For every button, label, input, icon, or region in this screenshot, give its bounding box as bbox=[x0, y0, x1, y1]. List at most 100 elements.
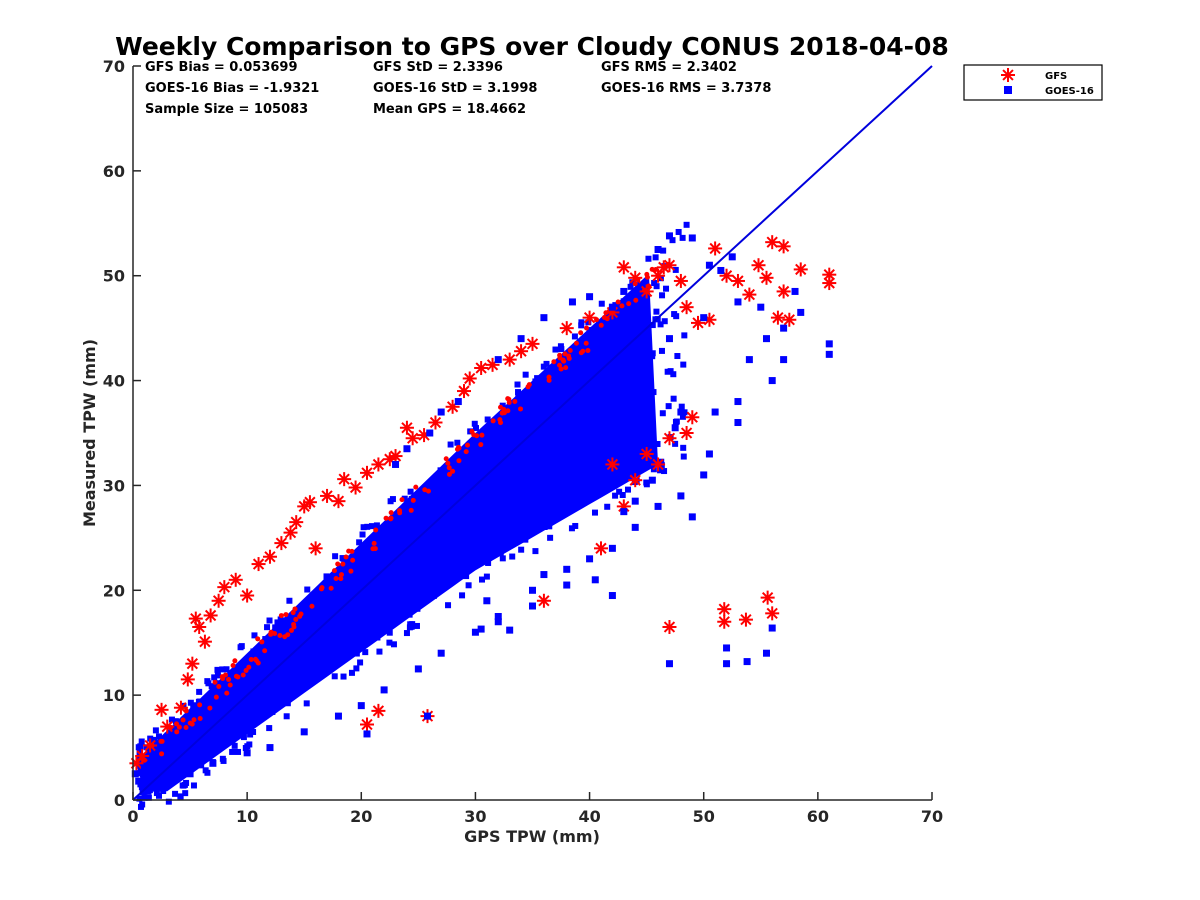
cloud-point bbox=[340, 673, 347, 680]
cloud-point bbox=[532, 548, 539, 555]
cloud-point bbox=[381, 567, 388, 574]
cloud-point bbox=[482, 435, 489, 442]
cloud-point bbox=[463, 573, 470, 580]
cloud-point bbox=[413, 622, 420, 629]
cloud-edge-point bbox=[584, 325, 590, 331]
cloud-point bbox=[330, 576, 337, 583]
cloud-point bbox=[519, 484, 526, 491]
cloud-point bbox=[417, 580, 424, 587]
goes-point bbox=[186, 770, 194, 778]
cloud-point bbox=[220, 710, 227, 717]
goes-point bbox=[705, 450, 713, 458]
cloud-point bbox=[141, 794, 148, 801]
cloud-point bbox=[514, 506, 521, 513]
cloud-point bbox=[498, 466, 505, 473]
asterisk-stroke bbox=[144, 739, 156, 752]
cloud-point bbox=[604, 474, 611, 481]
y-tick-label: 10 bbox=[103, 686, 125, 705]
asterisk-stroke bbox=[629, 474, 641, 486]
cloud-edge-point bbox=[277, 632, 283, 638]
asterisk-stroke bbox=[761, 591, 774, 604]
cloud-edge-point bbox=[197, 702, 203, 708]
gfs-point bbox=[160, 719, 175, 734]
cloud-point bbox=[637, 307, 644, 314]
cloud-point bbox=[627, 283, 634, 290]
cloud-point bbox=[269, 699, 276, 706]
cloud-edge-point bbox=[292, 606, 298, 612]
cloud-point bbox=[201, 754, 208, 761]
asterisk-stroke bbox=[686, 411, 698, 423]
cloud-point bbox=[295, 680, 302, 687]
cloud-point bbox=[510, 539, 517, 546]
cloud-point bbox=[168, 716, 175, 723]
goes-point bbox=[608, 544, 616, 552]
cloud-point bbox=[208, 683, 215, 690]
stat-sample-size: Sample Size = 105083 bbox=[145, 102, 308, 117]
cloud-point bbox=[152, 763, 159, 770]
cloud-edge-point bbox=[463, 449, 469, 455]
cloud-point bbox=[419, 561, 426, 568]
asterisk-stroke bbox=[752, 259, 765, 271]
stat-mean-gps: Mean GPS = 18.4662 bbox=[373, 102, 526, 117]
cloud-point bbox=[519, 423, 526, 430]
goes-point bbox=[671, 424, 679, 432]
goes-point bbox=[780, 324, 788, 332]
cloud-point bbox=[499, 459, 506, 466]
cloud-point bbox=[670, 395, 677, 402]
cloud-point bbox=[596, 370, 603, 377]
cloud-point bbox=[251, 632, 258, 639]
gfs-point bbox=[662, 258, 677, 273]
cloud-point bbox=[681, 332, 688, 339]
cloud-edge-point bbox=[506, 396, 512, 402]
cloud-point bbox=[547, 534, 554, 541]
cloud-point bbox=[461, 542, 468, 549]
gfs-point bbox=[673, 273, 688, 288]
cloud-point bbox=[160, 788, 167, 795]
cloud-point bbox=[157, 746, 164, 753]
cloud-point bbox=[511, 481, 518, 488]
cloud-point bbox=[172, 718, 179, 725]
cloud-point bbox=[498, 422, 505, 429]
cloud-edge-point bbox=[319, 585, 325, 591]
cloud-point bbox=[515, 389, 522, 396]
legend-goes-label: GOES-16 bbox=[1045, 86, 1094, 97]
cloud-point bbox=[508, 457, 515, 464]
goes-point bbox=[700, 471, 708, 479]
cloud-edge-point bbox=[578, 350, 584, 356]
cloud-point bbox=[345, 566, 352, 573]
gfs-point bbox=[717, 614, 732, 629]
cloud-point bbox=[406, 611, 413, 618]
y-tick-label: 50 bbox=[103, 267, 125, 286]
cloud-point bbox=[641, 323, 648, 330]
cloud-point bbox=[285, 638, 292, 645]
cloud-point bbox=[524, 500, 531, 507]
cloud-point bbox=[610, 332, 617, 339]
asterisk-stroke bbox=[186, 658, 199, 670]
cloud-point bbox=[661, 318, 668, 325]
cloud-point bbox=[614, 360, 621, 367]
asterisk-stroke bbox=[515, 345, 527, 357]
cloud-edge-point bbox=[272, 631, 278, 637]
cloud-edge-point bbox=[450, 468, 456, 474]
cloud-edge-point bbox=[212, 679, 218, 685]
cloud-point bbox=[229, 748, 236, 755]
cloud-point bbox=[633, 435, 640, 442]
cloud-point bbox=[392, 520, 399, 527]
cloud-point bbox=[578, 346, 585, 353]
chart-title: Weekly Comparison to GPS over Cloudy CON… bbox=[115, 32, 949, 61]
cloud-point bbox=[638, 322, 645, 329]
cloud-point bbox=[386, 639, 393, 646]
cloud-point bbox=[409, 590, 416, 597]
gfs-point bbox=[135, 748, 150, 763]
cloud-point bbox=[489, 549, 496, 556]
cloud-point bbox=[189, 762, 196, 769]
cloud-point bbox=[614, 442, 621, 449]
cloud-edge-point bbox=[331, 568, 337, 574]
asterisk-stroke bbox=[309, 542, 322, 554]
cloud-point bbox=[179, 764, 186, 771]
goes-point bbox=[677, 408, 685, 416]
cloud-point bbox=[246, 741, 253, 748]
cloud-point bbox=[386, 557, 393, 564]
asterisk-stroke bbox=[332, 495, 345, 507]
goes-point bbox=[163, 775, 171, 783]
